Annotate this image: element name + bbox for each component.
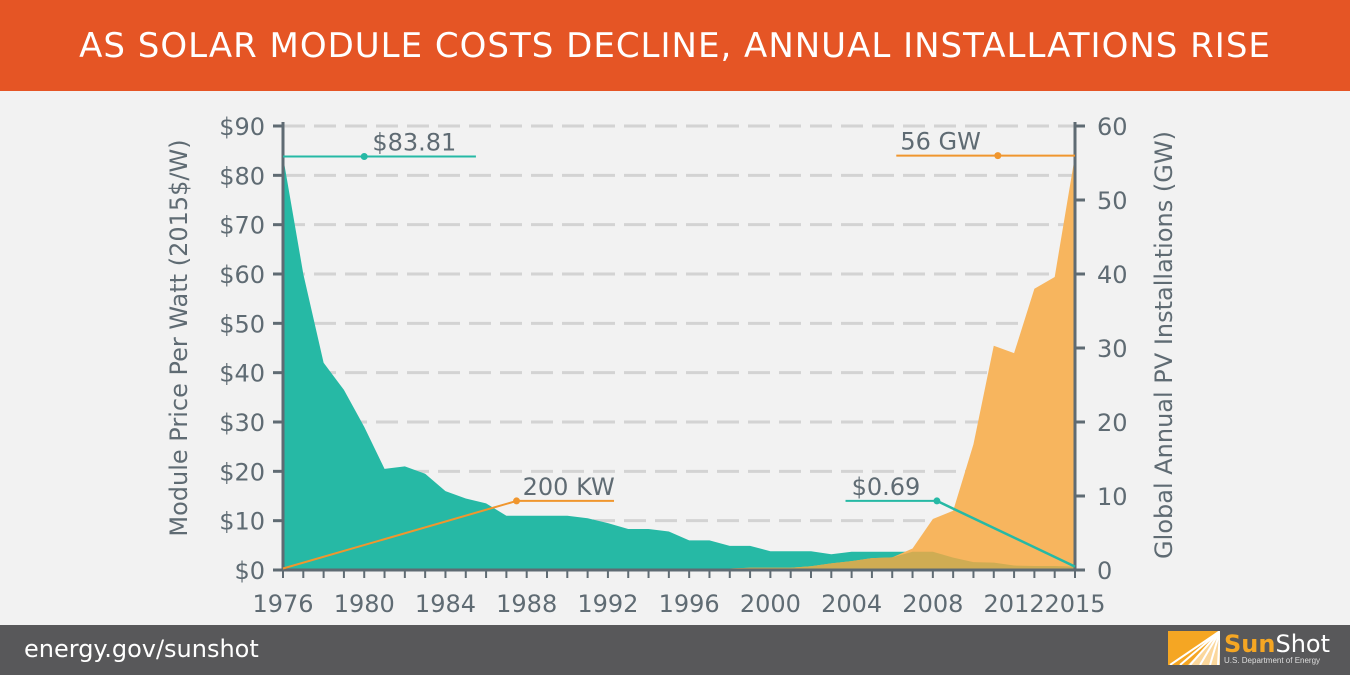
- annotation-label-start-price: $83.81: [372, 129, 456, 157]
- area-series: [283, 155, 1075, 570]
- y-tick-label: $20: [219, 458, 265, 486]
- x-tick-label: 2008: [902, 590, 963, 618]
- x-tick-label: 1980: [334, 590, 395, 618]
- footer: energy.gov/sunshot SunShot U.S. Departme…: [0, 625, 1350, 675]
- sunshot-logo: SunShot U.S. Department of Energy: [1168, 631, 1330, 665]
- logo-department: U.S. Department of Energy: [1224, 655, 1321, 665]
- y2-tick-label: 50: [1097, 187, 1128, 215]
- y2-axis-label: Global Annual PV Installations (GW): [1150, 131, 1178, 559]
- annotation-label-end-installs: 56 GW: [900, 128, 981, 156]
- x-tick-label: 1996: [659, 590, 720, 618]
- title-banner: AS SOLAR MODULE COSTS DECLINE, ANNUAL IN…: [0, 0, 1350, 91]
- x-tick-label: 2012: [984, 590, 1045, 618]
- chart-svg: $0 $10 $20 $30 $40 $50 $60 $70 $80 $90 0 10 20 30 40 50…: [165, 113, 1178, 618]
- y-tick-label: $70: [219, 212, 265, 240]
- annotations: $83.81 200 KW $0.69 56 GW: [282, 128, 1076, 570]
- x-tick-label: 2015: [1044, 590, 1105, 618]
- annotation-line-start-installs: [282, 499, 517, 570]
- y-tick-label: $60: [219, 261, 265, 289]
- y2-tick-label: 30: [1097, 335, 1128, 363]
- y2-tick-label: 0: [1097, 557, 1112, 585]
- x-tick-label: 1992: [577, 590, 638, 618]
- y-tick-label: $80: [219, 162, 265, 190]
- x-tick-label: 1988: [496, 590, 557, 618]
- x-tick-label: 1976: [252, 590, 313, 618]
- annotation-dot-end-price: [933, 497, 941, 505]
- footer-url[interactable]: energy.gov/sunshot: [24, 635, 259, 663]
- x-tick-label: 2004: [821, 590, 882, 618]
- y-axis-label: Module Price Per Watt (2015$/W): [165, 139, 193, 536]
- y2-tick-label: 10: [1097, 483, 1128, 511]
- annotation-label-end-price: $0.69: [852, 473, 921, 501]
- chart-area: $0 $10 $20 $30 $40 $50 $60 $70 $80 $90 0 10 20 30 40 50…: [0, 91, 1350, 625]
- annotation-dot-start-installs: [513, 497, 521, 505]
- annotation-line-end-price: [936, 499, 1076, 568]
- annotation-dot-start-price: [360, 153, 368, 161]
- x-tick-label: 2000: [740, 590, 801, 618]
- y2-tick-label: 60: [1097, 113, 1128, 141]
- y-tick-label: $0: [234, 557, 265, 585]
- sunshot-logo-icon: [1168, 631, 1220, 665]
- y-tick-label: $90: [219, 113, 265, 141]
- gridlines: [283, 124, 1075, 523]
- price-area: [283, 156, 1075, 570]
- y-tick-label: $40: [219, 360, 265, 388]
- axes: $0 $10 $20 $30 $40 $50 $60 $70 $80 $90 0 10 20 30 40 50…: [219, 113, 1127, 618]
- chart-title: AS SOLAR MODULE COSTS DECLINE, ANNUAL IN…: [79, 25, 1271, 66]
- logo-sun: Sun: [1224, 629, 1276, 658]
- annotation-label-start-installs: 200 KW: [523, 473, 615, 501]
- y-tick-label: $30: [219, 409, 265, 437]
- annotation-dot-end-installs: [994, 152, 1002, 160]
- overlap-area: [283, 551, 1075, 570]
- y2-tick-label: 20: [1097, 409, 1128, 437]
- y-tick-label: $10: [219, 508, 265, 536]
- logo-shot: Shot: [1275, 629, 1331, 658]
- x-tick-label: 1984: [415, 590, 476, 618]
- y2-tick-label: 40: [1097, 261, 1128, 289]
- y-tick-label: $50: [219, 310, 265, 338]
